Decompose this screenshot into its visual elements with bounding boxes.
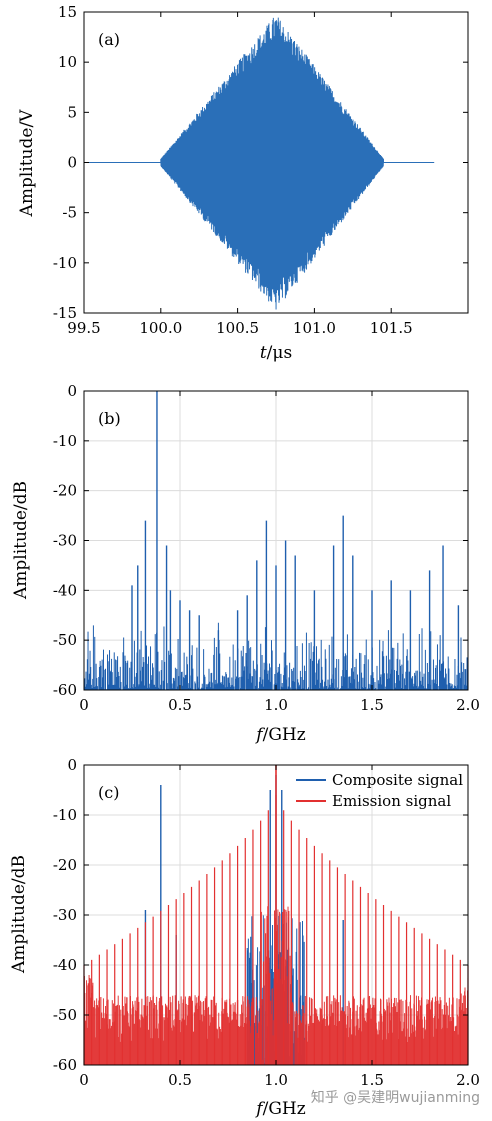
panel-a-xlabel-var: t xyxy=(260,343,267,363)
legend-label-emission: Emission signal xyxy=(332,792,451,810)
x-tick-label: 2.0 xyxy=(456,696,480,714)
y-tick-label: -60 xyxy=(53,681,77,699)
x-tick-label: 0.5 xyxy=(168,696,192,714)
y-tick-label: -20 xyxy=(53,856,77,874)
panel-b-xlabel: f/GHz xyxy=(254,725,305,745)
panel-c-xlabel: f/GHz xyxy=(254,1099,305,1119)
panel-b-xlabel-var: f xyxy=(254,725,265,745)
panel-a-xlabel-unit: /μs xyxy=(267,343,293,363)
x-tick-label: 1.0 xyxy=(264,696,288,714)
x-tick-label: 2.0 xyxy=(456,1071,480,1089)
y-tick-label: 0 xyxy=(67,756,77,774)
x-tick-label: 1.5 xyxy=(360,696,384,714)
panel-b-xlabel-unit: /GHz xyxy=(263,725,306,745)
y-tick-label: -60 xyxy=(53,1056,77,1074)
panel-label: (c) xyxy=(98,783,119,802)
y-tick-label: 10 xyxy=(58,53,77,71)
y-tick-label: -5 xyxy=(62,204,77,222)
panel-c-xlabel-var: f xyxy=(254,1099,265,1119)
x-tick-label: 99.5 xyxy=(67,319,100,337)
panel-label: (a) xyxy=(98,30,120,49)
panel-b-chart: Amplitude/dB f/GHz 0 0.5 1.0 1.5 2.0 0 -10 -20 -… xyxy=(11,382,480,745)
panel-a-xlabel: t/μs xyxy=(260,343,292,363)
y-tick-label: -10 xyxy=(53,806,77,824)
y-tick-label: -10 xyxy=(53,432,77,450)
y-tick-label: 0 xyxy=(67,382,77,400)
y-tick-label: 5 xyxy=(67,103,77,121)
x-tick-label: 101.0 xyxy=(293,319,336,337)
watermark: 知乎 @吴建明wujianming xyxy=(311,1089,480,1106)
panel-c-chart: Amplitude/dB f/GHz 0 0.5 1.0 1.5 2.0 0 -10 -20 -… xyxy=(9,756,480,1119)
y-tick-label: -10 xyxy=(53,254,77,272)
panel-label: (b) xyxy=(98,409,121,428)
y-tick-label: -50 xyxy=(53,1006,77,1024)
y-tick-label: -15 xyxy=(53,304,77,322)
y-tick-label: -50 xyxy=(53,631,77,649)
y-tick-label: 15 xyxy=(58,3,77,21)
x-tick-label: 100.0 xyxy=(139,319,182,337)
panel-a-chart: Amplitude/V t/μs 99.5 100.0 100.5 101.0 101.… xyxy=(17,3,469,363)
panel-a-ylabel: Amplitude/V xyxy=(17,109,37,218)
panel-c-ylabel: Amplitude/dB xyxy=(9,855,29,974)
y-tick-label: -40 xyxy=(53,956,77,974)
x-tick-label: 100.5 xyxy=(216,319,259,337)
legend-label-composite: Composite signal xyxy=(332,771,463,789)
x-tick-label: 0 xyxy=(79,1071,89,1089)
panel-b-ylabel: Amplitude/dB xyxy=(11,481,31,600)
panel-c-xlabel-unit: /GHz xyxy=(263,1099,306,1119)
x-tick-label: 0 xyxy=(79,696,89,714)
x-tick-label: 1.0 xyxy=(264,1071,288,1089)
y-tick-label: -20 xyxy=(53,482,77,500)
signal-trace xyxy=(84,17,435,310)
legend: Composite signal Emission signal xyxy=(296,771,463,810)
x-tick-label: 1.5 xyxy=(360,1071,384,1089)
y-tick-label: 0 xyxy=(67,154,77,172)
x-tick-label: 101.5 xyxy=(370,319,413,337)
x-tick-label: 0.5 xyxy=(168,1071,192,1089)
y-tick-label: -40 xyxy=(53,581,77,599)
y-tick-label: -30 xyxy=(53,532,77,550)
y-tick-label: -30 xyxy=(53,906,77,924)
